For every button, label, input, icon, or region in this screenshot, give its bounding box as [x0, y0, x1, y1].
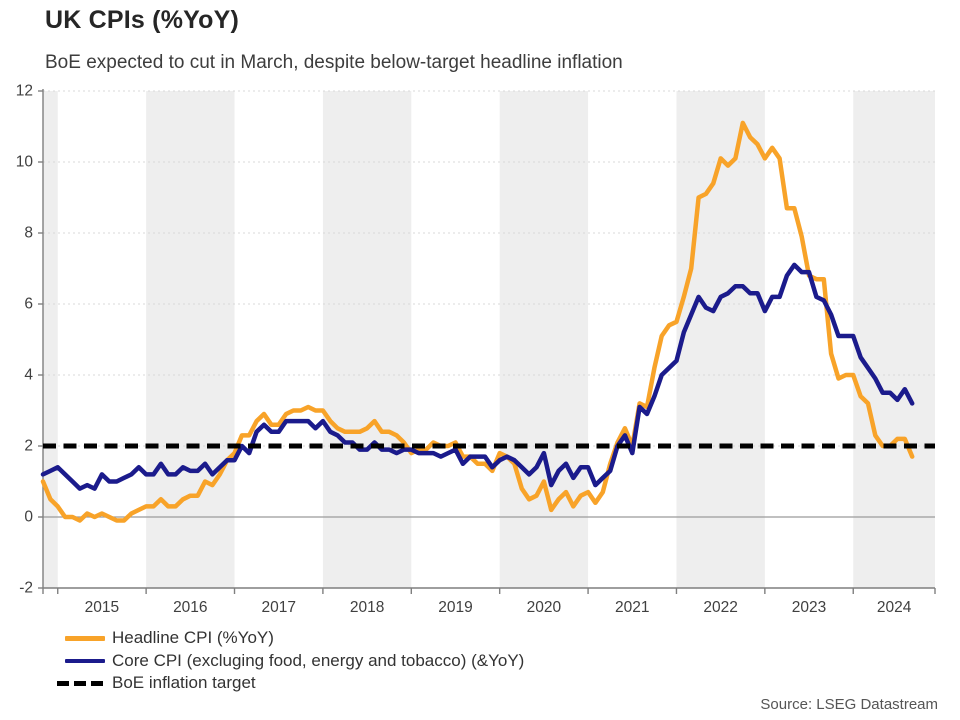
headline-line-swatch — [57, 636, 105, 641]
year-bands — [43, 91, 935, 588]
svg-text:2023: 2023 — [792, 599, 826, 616]
svg-text:4: 4 — [24, 367, 33, 384]
legend: Headline CPI (%YoY) Core CPI (excluging … — [57, 627, 524, 695]
legend-item-headline: Headline CPI (%YoY) — [57, 627, 524, 650]
core-line-swatch — [57, 658, 105, 663]
headline-cpi-line — [40, 120, 915, 523]
x-axis-labels: 2015 2016 2017 2018 2019 2020 2021 2022 2023 2024 — [42, 588, 936, 616]
gridlines — [43, 90, 935, 518]
legend-label-headline: Headline CPI (%YoY) — [112, 628, 274, 648]
target-dashed-swatch — [57, 681, 105, 686]
y-axis-labels: -2 0 2 4 6 8 10 12 — [16, 83, 43, 597]
svg-text:2: 2 — [24, 438, 33, 455]
svg-text:2022: 2022 — [703, 599, 737, 616]
legend-item-core: Core CPI (excluging food, energy and tob… — [57, 650, 524, 673]
svg-text:2024: 2024 — [877, 599, 912, 616]
svg-text:6: 6 — [24, 296, 33, 313]
svg-text:8: 8 — [24, 225, 33, 242]
svg-text:2021: 2021 — [615, 599, 649, 616]
chart-subtitle: BoE expected to cut in March, despite be… — [45, 52, 623, 73]
legend-label-target: BoE inflation target — [112, 673, 256, 693]
svg-text:2015: 2015 — [85, 599, 119, 616]
chart-title: UK CPIs (%YoY) — [45, 6, 240, 34]
svg-text:2019: 2019 — [438, 599, 472, 616]
svg-text:2018: 2018 — [350, 599, 384, 616]
svg-text:-2: -2 — [19, 580, 33, 597]
axes — [42, 89, 935, 589]
core-cpi-line — [40, 262, 915, 491]
svg-text:2017: 2017 — [261, 599, 295, 616]
svg-text:0: 0 — [24, 509, 33, 526]
svg-text:2020: 2020 — [527, 599, 562, 616]
svg-text:2016: 2016 — [173, 599, 207, 616]
source-attribution: Source: LSEG Datastream — [760, 696, 938, 713]
svg-text:12: 12 — [16, 83, 33, 100]
legend-label-core: Core CPI (excluging food, energy and tob… — [112, 650, 525, 670]
svg-text:10: 10 — [16, 154, 34, 171]
legend-item-target: BoE inflation target — [57, 672, 524, 695]
